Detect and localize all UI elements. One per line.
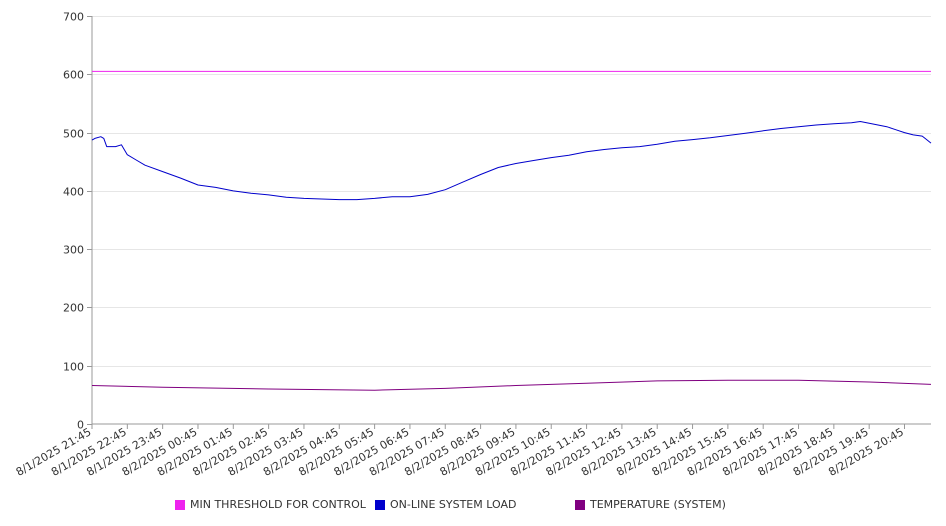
y-tick-label: 200	[63, 302, 84, 315]
legend-label-min-threshold: MIN THRESHOLD FOR CONTROL	[190, 498, 366, 511]
legend-label-system-load: ON-LINE SYSTEM LOAD	[390, 498, 517, 511]
y-tick-label: 400	[63, 186, 84, 199]
legend-swatch-min-threshold	[175, 500, 185, 510]
x-tick-labels: 8/1/2025 21:458/1/2025 22:458/1/2025 23:…	[14, 424, 906, 479]
series-lines	[91, 70, 932, 391]
legend-item-min-threshold: MIN THRESHOLD FOR CONTROL	[175, 498, 366, 512]
y-tick-label: 100	[63, 361, 84, 374]
legend-swatch-system-load	[375, 500, 385, 510]
legend-item-system-load: ON-LINE SYSTEM LOAD	[375, 498, 516, 512]
y-tick-labels: 0 100 200 300 400 500 600 700	[63, 11, 92, 432]
legend-swatch-temperature	[575, 500, 585, 510]
y-tick-label: 0	[77, 419, 84, 432]
legend-label-temperature: TEMPERATURE (SYSTEM)	[590, 498, 726, 511]
system-load-line	[91, 121, 932, 201]
temperature-line	[91, 379, 932, 391]
grid-lines	[92, 16, 931, 367]
y-tick-label: 500	[63, 128, 84, 141]
y-tick-label: 300	[63, 244, 84, 257]
legend-item-temperature: TEMPERATURE (SYSTEM)	[575, 498, 726, 512]
y-tick-label: 600	[63, 69, 84, 82]
y-tick-label: 700	[63, 11, 84, 24]
legend: MIN THRESHOLD FOR CONTROL ON-LINE SYSTEM…	[0, 498, 946, 514]
axes	[91, 16, 931, 425]
